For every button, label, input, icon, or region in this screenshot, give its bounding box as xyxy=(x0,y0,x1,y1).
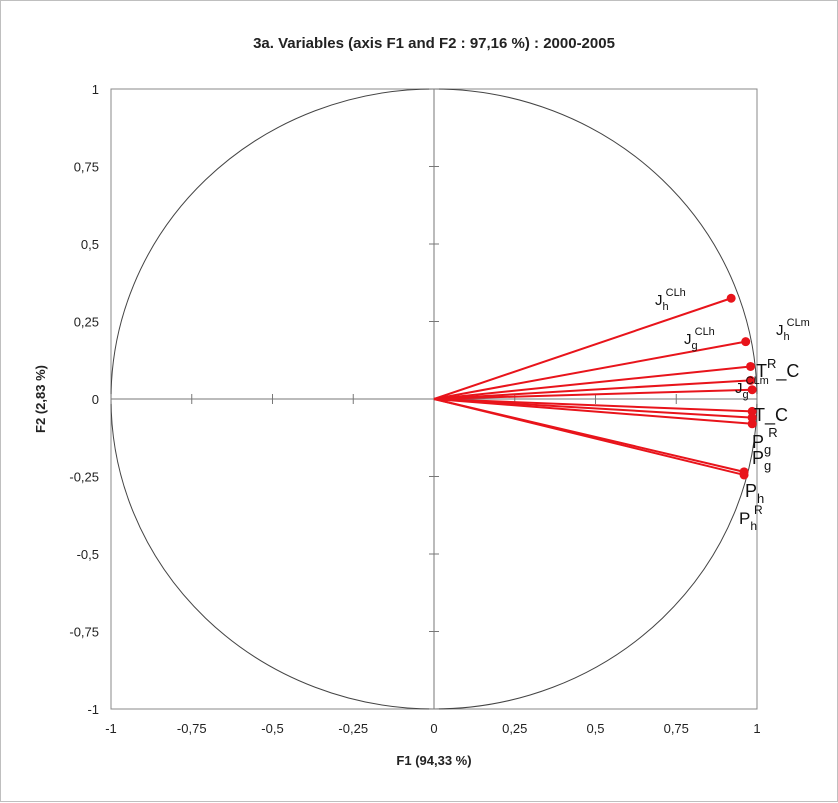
variable-point xyxy=(727,294,736,303)
variable-label-sub: h xyxy=(663,301,669,313)
variable-label-base: J xyxy=(684,331,692,348)
variable-label: TR_C xyxy=(756,356,799,382)
y-tick-label: 1 xyxy=(92,82,99,97)
x-tick-label: -0,25 xyxy=(338,721,368,736)
variable-label-sup: R xyxy=(754,503,763,517)
variable-label-base: P xyxy=(739,509,750,528)
chart-title: 3a. Variables (axis F1 and F2 : 97,16 %)… xyxy=(253,35,615,52)
variable-label-base: T_C xyxy=(754,405,788,426)
y-axis-title: F2 (2,83 %) xyxy=(33,365,48,433)
variable-label-sup: R xyxy=(768,425,777,440)
y-tick-label: 0 xyxy=(92,392,99,407)
variable-label-sub: g xyxy=(764,442,771,457)
y-tick-label: 0,25 xyxy=(74,315,99,330)
x-tick-label: -0,75 xyxy=(177,721,207,736)
variable-label-sub: g xyxy=(692,340,698,352)
variable-point xyxy=(741,337,750,346)
variable-label: T_C xyxy=(754,405,788,426)
variable-label-sup: CLm xyxy=(787,317,810,329)
variable-label-sub: h xyxy=(784,331,790,343)
x-tick-label: -0,5 xyxy=(261,721,283,736)
variable-label-base: J xyxy=(735,380,743,397)
x-tick-label: -1 xyxy=(105,721,117,736)
y-tick-label: 0,75 xyxy=(74,160,99,175)
variable-label-base: P xyxy=(752,448,764,468)
y-tick-label: -0,75 xyxy=(69,625,99,640)
variable-label: Jh CLm xyxy=(776,317,810,343)
x-tick-label: 0,25 xyxy=(502,721,527,736)
variable-point xyxy=(746,362,755,371)
y-tick-label: -0,25 xyxy=(69,470,99,485)
y-tick-label: -0,5 xyxy=(77,547,99,562)
x-tick-label: 0,75 xyxy=(664,721,689,736)
variable-label-base: T xyxy=(756,361,767,381)
variable-label-tail: _C xyxy=(775,361,799,382)
variable-label-base: P xyxy=(745,481,757,501)
variable-label-sup: CLh xyxy=(666,287,686,299)
x-tick-label: 1 xyxy=(753,721,760,736)
variable-label-sup: R xyxy=(767,356,776,371)
x-tick-label: 0 xyxy=(430,721,437,736)
variable-point xyxy=(740,470,749,479)
x-axis-title: F1 (94,33 %) xyxy=(396,753,471,768)
y-tick-label: 0,5 xyxy=(81,237,99,252)
x-tick-label: 0,5 xyxy=(586,721,604,736)
y-tick-label: -1 xyxy=(87,702,99,717)
variable-label-sub: h xyxy=(750,519,757,533)
variable-label-sub: g xyxy=(743,389,749,401)
variable-label-base: J xyxy=(655,292,663,309)
variable-label-sub: g xyxy=(764,458,771,473)
variable-label-sup: CLh xyxy=(695,326,715,338)
variable-label-base: J xyxy=(776,322,784,339)
